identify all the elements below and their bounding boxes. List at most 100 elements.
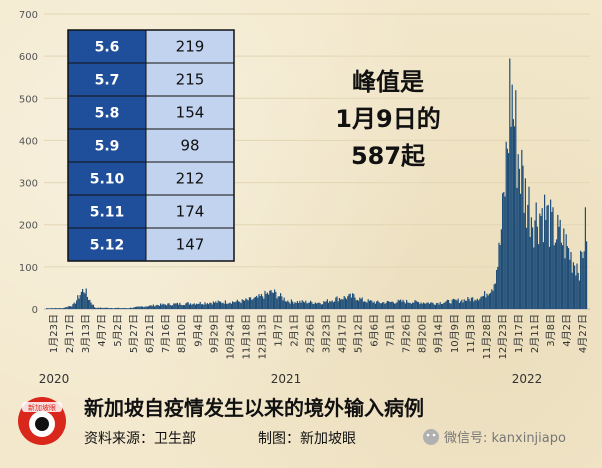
wechat-id: 微信号: kanxinjiapo [444, 431, 566, 446]
bar [374, 303, 376, 309]
bar [228, 303, 230, 309]
bar [134, 306, 136, 309]
bar [188, 304, 190, 309]
bar [388, 301, 390, 309]
bar [198, 303, 200, 309]
bar [460, 301, 462, 309]
bar [100, 307, 102, 309]
bar [512, 119, 514, 309]
annotation-line: 1月9日的 [335, 105, 440, 133]
bar [562, 245, 564, 309]
bar [295, 303, 297, 309]
bar [220, 301, 222, 309]
bar [551, 211, 553, 309]
bar [426, 302, 428, 309]
bar [257, 297, 259, 309]
bar [492, 290, 494, 309]
bar [367, 299, 369, 309]
bar [386, 300, 388, 309]
bar [142, 306, 144, 309]
x-tick-label: 1月23日 [48, 314, 60, 353]
bar [136, 306, 138, 309]
bar [209, 302, 211, 309]
bar [64, 307, 66, 309]
bar [431, 302, 433, 309]
bar [366, 302, 368, 309]
x-tick-label: 2月26日 [304, 314, 316, 353]
table-value: 215 [176, 71, 205, 89]
bar [232, 301, 234, 309]
bar [312, 304, 314, 309]
bar [392, 302, 394, 309]
y-tick-label: 300 [19, 179, 38, 190]
year-label: 2021 [271, 372, 302, 386]
bar [103, 307, 105, 309]
logo: 新加坡眼 [18, 397, 66, 445]
bar [49, 308, 51, 309]
bar [210, 302, 212, 309]
bar [241, 299, 243, 309]
bar [124, 307, 126, 309]
bar [515, 90, 517, 309]
table-border [67, 29, 235, 262]
x-tick-label: 4月2日 [561, 314, 573, 347]
bar [548, 246, 550, 309]
bar [438, 304, 440, 309]
x-tick-label: 11月18日 [240, 314, 252, 359]
bar [404, 303, 406, 309]
bar [148, 306, 150, 309]
bar [121, 308, 123, 309]
bar [433, 304, 435, 309]
bar [184, 305, 186, 309]
bar [491, 289, 493, 309]
bar [337, 301, 339, 309]
bar [239, 301, 241, 309]
x-tick-label: 11月28日 [481, 314, 493, 359]
inset-table: 5.6 219 5.7 215 5.8 154 5.9 98 5.10 212 5.11 174 5.1… [67, 29, 235, 262]
bar [389, 302, 391, 309]
bar [469, 301, 471, 309]
footer-source: 资料来源：卫生部 [84, 431, 196, 447]
bar [360, 298, 362, 309]
bar [497, 266, 499, 309]
bar [299, 300, 301, 309]
x-tick-label: 5月2日 [112, 314, 124, 347]
bar [320, 304, 322, 309]
x-tick-label: 7月16日 [160, 314, 172, 353]
footer: 新加坡眼 新加坡自疫情发生以来的境外输入病例 资料来源：卫生部 制图：新加坡眼 … [18, 396, 566, 447]
bar [164, 304, 166, 309]
bar [583, 251, 585, 309]
bar [446, 299, 448, 309]
bar [577, 272, 579, 309]
x-tick-label: 12月13日 [256, 314, 268, 359]
bar [238, 301, 240, 309]
bar [95, 307, 97, 309]
bar [362, 301, 364, 309]
annotation-line: 587起 [351, 142, 426, 170]
bar [190, 303, 192, 309]
bar [425, 303, 427, 309]
bar [278, 296, 280, 309]
bar [288, 302, 290, 309]
bar [524, 178, 526, 309]
bar [259, 296, 261, 309]
bar [436, 302, 438, 309]
bar [85, 288, 87, 309]
bar [197, 304, 199, 309]
bar [88, 299, 90, 309]
bar [409, 302, 411, 309]
bar [355, 300, 357, 309]
bar [371, 300, 373, 309]
bar [115, 307, 117, 309]
bar [584, 207, 586, 309]
bar [178, 304, 180, 309]
bar [402, 299, 404, 309]
bar [82, 288, 84, 309]
table-date: 5.8 [95, 106, 120, 122]
x-tick-label: 4月7日 [96, 314, 108, 347]
bar [582, 258, 584, 309]
y-tick-label: 400 [19, 136, 38, 147]
bar [352, 293, 354, 309]
bar [457, 298, 459, 309]
footer-credit: 制图：新加坡眼 [258, 431, 356, 447]
